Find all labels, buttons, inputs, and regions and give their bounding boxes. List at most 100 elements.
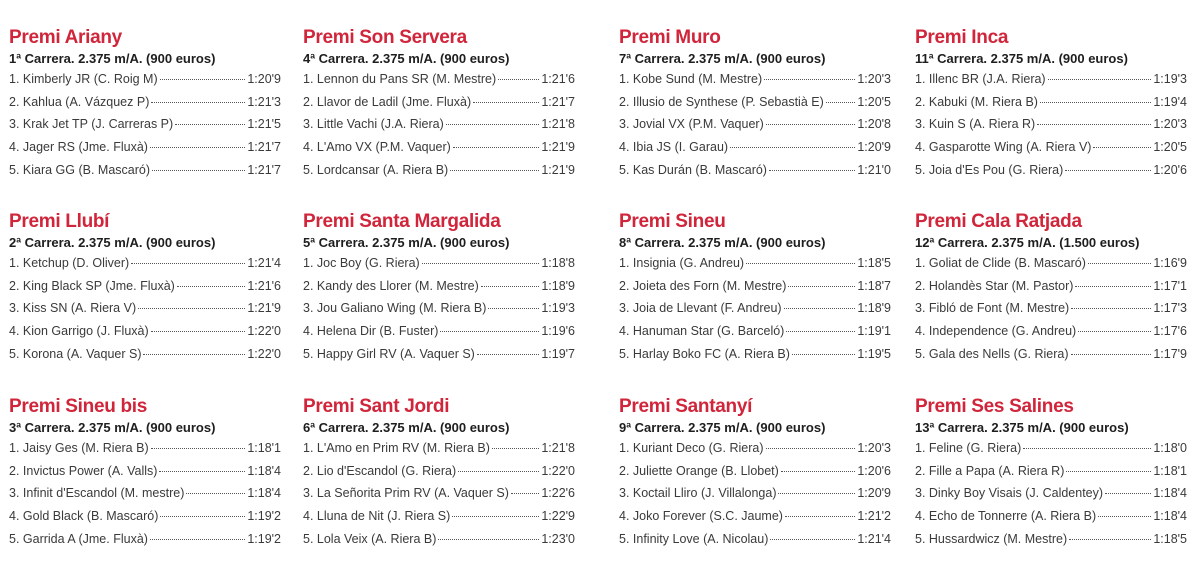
race-time: 1:18'5 — [857, 256, 891, 270]
leader-dots — [1069, 538, 1152, 540]
race-block: Premi Cala Ratjada 12ª Carrera. 2.375 m/… — [915, 211, 1187, 366]
race-time: 1:21'8 — [541, 117, 575, 132]
horse-driver: 1. Feline (G. Riera) — [915, 441, 1022, 455]
leader-dots — [730, 147, 856, 149]
result-row: 2. Kahlua (A. Vázquez P) 1:21'3 — [9, 91, 281, 114]
horse-driver: 2. King Black SP (Jme. Fluxà) — [9, 278, 175, 293]
result-row: 3. Joia de Llevant (F. Andreu) 1:18'9 — [619, 297, 891, 320]
race-time: 1:18'7 — [857, 278, 891, 293]
horse-driver: 3. Joia de Llevant (F. Andreu) — [619, 301, 782, 316]
leader-dots — [186, 493, 246, 495]
result-row: 3. Kiss SN (A. Riera V) 1:21'9 — [9, 297, 281, 320]
result-row: 3. Little Vachi (J.A. Riera) 1:21'8 — [303, 113, 575, 136]
leader-dots — [473, 101, 540, 103]
race-time: 1:18'4 — [247, 486, 281, 501]
horse-driver: 3. Little Vachi (J.A. Riera) — [303, 117, 444, 132]
race-time: 1:20'3 — [1153, 117, 1187, 132]
horse-driver: 4. Joko Forever (S.C. Jaume) — [619, 509, 783, 524]
result-row: 1. L'Amo en Prim RV (M. Riera B) 1:21'8 — [303, 437, 575, 460]
leader-dots — [791, 353, 856, 355]
race-time: 1:18'4 — [1153, 486, 1187, 501]
race-time: 1:20'9 — [247, 72, 281, 86]
race-time: 1:22'9 — [541, 509, 575, 524]
race-block: Premi Llubí 2ª Carrera. 2.375 m/A. (900 … — [9, 211, 281, 366]
leader-dots — [1093, 147, 1152, 149]
leader-dots — [783, 308, 856, 310]
race-time: 1:22'0 — [247, 346, 281, 361]
result-row: 1. Kobe Sund (M. Mestre) 1:20'3 — [619, 68, 891, 91]
result-row: 2. Illusio de Synthese (P. Sebastià E) 1:… — [619, 91, 891, 114]
race-block: Premi Sineu bis 3ª Carrera. 2.375 m/A. (… — [9, 396, 281, 551]
leader-dots — [498, 79, 540, 80]
race-title: Premi Santa Margalida — [303, 211, 501, 232]
leader-dots — [1037, 124, 1152, 126]
horse-driver: 2. Juliette Orange (B. Llobet) — [619, 463, 779, 478]
result-row: 4. Kion Garrigo (J. Fluxà) 1:22'0 — [9, 320, 281, 343]
race-time: 1:21'9 — [247, 301, 281, 316]
result-row: 4. Gasparotte Wing (A. Riera V) 1:20'5 — [915, 136, 1187, 159]
race-time: 1:21'6 — [247, 278, 281, 293]
horse-driver: 4. Lluna de Nit (J. Riera S) — [303, 509, 451, 524]
race-block: Premi Ariany 1ª Carrera. 2.375 m/A. (900… — [9, 27, 281, 182]
leader-dots — [510, 493, 540, 495]
horse-driver: 2. Kahlua (A. Vázquez P) — [9, 94, 150, 109]
leader-dots — [491, 448, 540, 449]
race-time: 1:19'5 — [857, 346, 891, 361]
race-time: 1:20'6 — [857, 463, 891, 478]
result-row: 1. Insignia (G. Andreu) 1:18'5 — [619, 252, 891, 275]
result-row: 2. Kandy des Llorer (M. Mestre) 1:18'9 — [303, 275, 575, 298]
result-row: 3. Dinky Boy Visais (J. Caldentey) 1:18'4 — [915, 482, 1187, 505]
horse-driver: 4. L'Amo VX (P.M. Vaquer) — [303, 140, 451, 155]
race-title: Premi Sineu — [619, 211, 726, 232]
horse-driver: 3. Kiss SN (A. Riera V) — [9, 301, 137, 316]
result-row: 4. Jager RS (Jme. Fluxà) 1:21'7 — [9, 136, 281, 159]
leader-dots — [149, 538, 246, 540]
race-time: 1:21'9 — [541, 162, 575, 177]
result-row: 4. Hanuman Star (G. Barceló) 1:19'1 — [619, 320, 891, 343]
leader-dots — [1071, 308, 1152, 310]
result-row: 1. Feline (G. Riera) 1:18'0 — [915, 437, 1187, 460]
leader-dots — [149, 147, 246, 149]
race-title: Premi Ses Salines — [915, 396, 1074, 417]
leader-dots — [1087, 263, 1152, 264]
result-row: 5. Korona (A. Vaquer S) 1:22'0 — [9, 343, 281, 366]
leader-dots — [1066, 470, 1152, 472]
leader-dots — [452, 147, 540, 149]
horse-driver: 2. Invictus Power (A. Valls) — [9, 463, 158, 478]
race-block: Premi Sant Jordi 6ª Carrera. 2.375 m/A. … — [303, 396, 575, 551]
leader-dots — [1065, 169, 1152, 171]
result-row: 1. Ketchup (D. Oliver) 1:21'4 — [9, 252, 281, 275]
result-row: 5. Gala des Nells (G. Riera) 1:17'9 — [915, 343, 1187, 366]
race-subtitle: 13ª Carrera. 2.375 m/A. (900 euros) — [915, 420, 1129, 435]
result-row: 5. Joia d'Es Pou (G. Riera) 1:20'6 — [915, 159, 1187, 182]
horse-driver: 5. Lordcansar (A. Riera B) — [303, 162, 449, 177]
race-time: 1:21'7 — [247, 162, 281, 177]
leader-dots — [150, 448, 246, 449]
horse-driver: 4. Independence (G. Andreu) — [915, 324, 1077, 339]
result-row: 5. Happy Girl RV (A. Vaquer S) 1:19'7 — [303, 343, 575, 366]
race-time: 1:21'6 — [541, 72, 575, 86]
leader-dots — [1023, 448, 1152, 449]
race-time: 1:21'7 — [541, 94, 575, 109]
horse-driver: 3. Jou Galiano Wing (M. Riera B) — [303, 301, 487, 316]
horse-driver: 4. Hanuman Star (G. Barceló) — [619, 324, 785, 339]
result-row: 5. Kas Durán (B. Mascaró) 1:21'0 — [619, 159, 891, 182]
result-row: 2. Holandès Star (M. Pastor) 1:17'1 — [915, 275, 1187, 298]
race-time: 1:19'2 — [247, 509, 281, 524]
horse-driver: 5. Garrida A (Jme. Fluxà) — [9, 531, 148, 546]
race-block: Premi Son Servera 4ª Carrera. 2.375 m/A.… — [303, 27, 575, 182]
result-row: 5. Hussardwicz (M. Mestre) 1:18'5 — [915, 528, 1187, 551]
horse-driver: 5. Infinity Love (A. Nicolau) — [619, 531, 769, 546]
result-row: 4. Ibia JS (I. Garau) 1:20'9 — [619, 136, 891, 159]
result-row: 2. Llavor de Ladil (Jme. Fluxà) 1:21'7 — [303, 91, 575, 114]
race-time: 1:21'9 — [541, 140, 575, 155]
result-row: 4. Independence (G. Andreu) 1:17'6 — [915, 320, 1187, 343]
leader-dots — [476, 353, 540, 355]
race-block: Premi Inca 11ª Carrera. 2.375 m/A. (900 … — [915, 27, 1187, 182]
horse-driver: 4. Echo de Tonnerre (A. Riera B) — [915, 509, 1097, 524]
race-time: 1:21'8 — [541, 441, 575, 455]
result-row: 3. Kuin S (A. Riera R) 1:20'3 — [915, 113, 1187, 136]
race-block: Premi Santa Margalida 5ª Carrera. 2.375 … — [303, 211, 575, 366]
result-row: 3. Koctail Lliro (J. Villalonga) 1:20'9 — [619, 482, 891, 505]
horse-driver: 3. Kuin S (A. Riera R) — [915, 117, 1036, 132]
